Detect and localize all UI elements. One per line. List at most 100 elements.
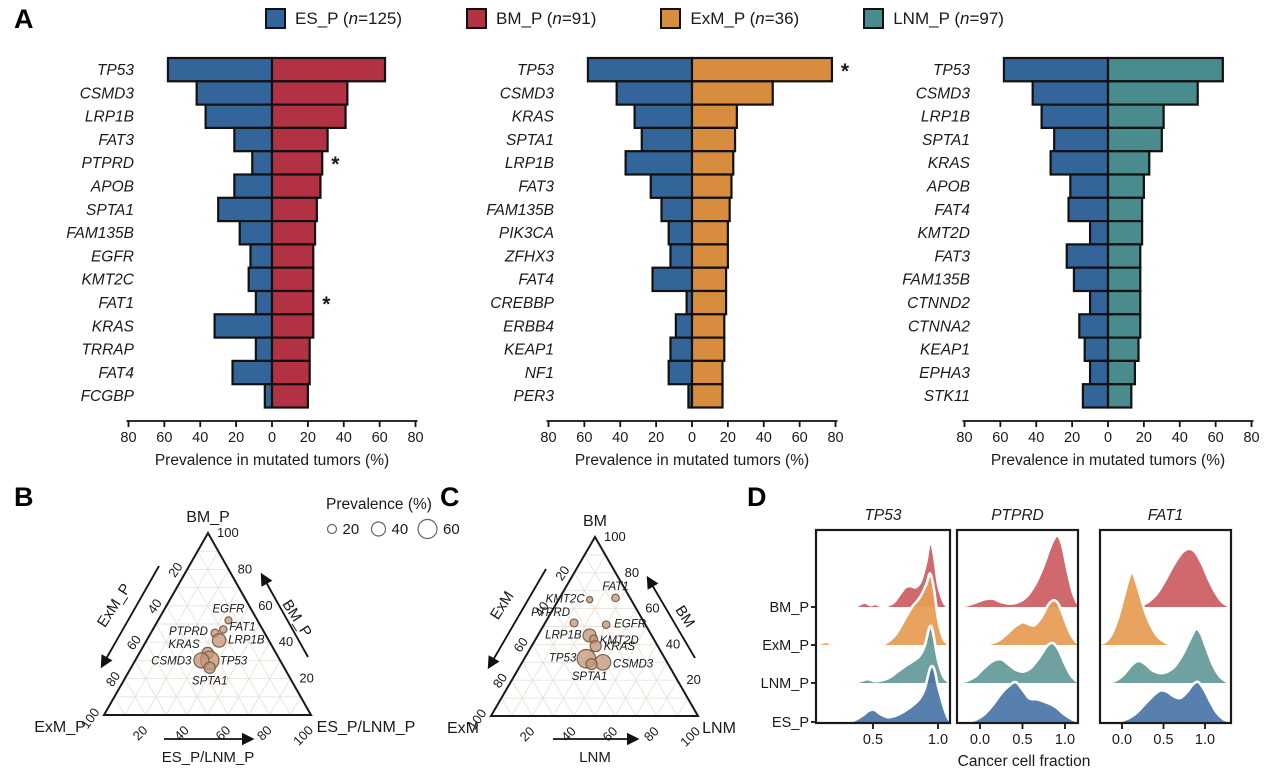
gene-label-KMT2C: KMT2C <box>81 272 134 289</box>
gene-label-KRAS: KRAS <box>928 155 971 172</box>
ridge-outline-TP53-LNM_P <box>817 624 950 685</box>
ternary-plot-b: 20 20 20 40 40 40 60 60 60 80 80 80 100 100 100 ExM_P BM… <box>0 478 450 776</box>
tick-bottom-60: 60 <box>599 724 620 745</box>
x-tick-label: 40 <box>336 430 352 446</box>
gene-label-FAT4: FAT4 <box>518 272 554 289</box>
gene-label-PER3: PER3 <box>514 388 555 405</box>
tick-left-60: 60 <box>510 635 531 655</box>
tick-right-60: 60 <box>258 598 272 613</box>
vertex-label-left: ExM <box>447 720 479 737</box>
x-tick-label: 80 <box>540 430 556 446</box>
ternary-gridline <box>656 679 678 717</box>
ternary-point-label-KRAS: KRAS <box>604 641 636 653</box>
gene-label-CREBBP: CREBBP <box>490 295 554 312</box>
ternary-gridline <box>511 679 533 717</box>
tornado-chart-bm: TP53 CSMD3 LRP1B FAT3 PTPRD * APOB SPTA1 FAM135B… <box>12 8 432 483</box>
ternary-point-SPTA1 <box>585 657 598 671</box>
gene-label-SPTA1: SPTA1 <box>86 202 134 219</box>
ternary-triangle <box>489 535 700 717</box>
ridge-panel-border-PTPRD <box>955 528 1080 725</box>
ternary-gridline <box>614 644 658 717</box>
x-tick-label: 60 <box>156 430 172 446</box>
legend-label: ES_P (n=125) <box>295 8 403 28</box>
gene-label-APOB: APOB <box>90 179 134 196</box>
tick-bottom-60: 60 <box>212 723 233 744</box>
x-axis-title: Prevalence in mutated tumors (%) <box>575 452 809 469</box>
size-legend-value-60: 60 <box>443 521 460 538</box>
bar-es-LRP1B <box>204 103 274 129</box>
bar-es-FAT4 <box>231 359 274 386</box>
gene-label-KMT2D: KMT2D <box>917 225 970 242</box>
bar-met-FAT1 <box>270 289 315 316</box>
x-tick-label: 20 <box>720 430 736 446</box>
group-legend: ES_P (n=125) BM_P (n=91) ExM_P (n=36) LNM_P… <box>0 8 1269 29</box>
ternary-point-label-KMT2C: KMT2C <box>546 594 586 606</box>
x-tick-label: 0 <box>688 430 696 446</box>
size-legend-value-40: 40 <box>392 521 409 538</box>
bar-met-EPHA3 <box>1106 359 1137 386</box>
panel-label-a: A <box>14 4 34 34</box>
ridge-panel-title-TP53: TP53 <box>864 507 901 524</box>
tick-left-20: 20 <box>165 560 186 580</box>
ternary-gridline <box>521 662 554 717</box>
ternary-point-label-EGFR: EGFR <box>614 619 646 631</box>
ridge-outline-FAT1-BM_P <box>1131 547 1231 609</box>
bar-met-FAT4 <box>690 266 728 293</box>
bar-es-KEAP1 <box>1083 336 1110 363</box>
tick-bottom-100: 100 <box>290 723 316 749</box>
ternary-gridline <box>248 660 281 716</box>
ridge-fill-FAT1-LNM_P <box>1107 628 1231 683</box>
ternary-point-label-SPTA1: SPTA1 <box>192 676 228 688</box>
bar-es-KEAP1 <box>669 336 694 363</box>
x-tick-label: 80 <box>407 430 423 446</box>
ridge-outline-TP53-ES_P <box>846 664 950 723</box>
gene-label-FAM135B: FAM135B <box>902 272 970 289</box>
ridge-outline-TP53-ExM_P <box>817 572 950 647</box>
significance-star-TP53: * <box>841 60 850 83</box>
gene-label-FAM135B: FAM135B <box>66 225 134 242</box>
axis-arrow-left <box>100 565 160 669</box>
tick-right-40: 40 <box>279 634 293 649</box>
bar-es-CTNNA2 <box>1078 313 1110 339</box>
axis-arrow-label-left: ExM <box>487 588 518 622</box>
bar-met-KRAS <box>270 313 315 339</box>
ridge-outline-PTPRD-ExM_P <box>981 598 1078 647</box>
bar-met-TP53 <box>270 56 387 83</box>
bar-es-KMT2C <box>247 266 274 293</box>
bar-met-CSMD3 <box>690 80 774 106</box>
ridge-x-tick-label: 0.0 <box>1112 732 1132 748</box>
ridge-x-tick-label: 1.0 <box>1055 732 1075 748</box>
ridge-panel-border-TP53 <box>814 528 952 725</box>
ridge-fill-PTPRD-BM_P <box>958 535 1078 607</box>
legend-label: BM_P (n=91) <box>496 8 597 28</box>
gene-label-NF1: NF1 <box>525 365 554 382</box>
panel-label-d: D <box>747 482 767 512</box>
bar-es-KMT2D <box>1088 220 1110 246</box>
bar-es-KRAS <box>1049 150 1110 176</box>
ternary-gridline <box>584 554 678 717</box>
ridge-fill-FAT1-ExM_P <box>1100 572 1179 645</box>
bar-es-CSMD3 <box>195 80 274 106</box>
bar-es-FAT1 <box>254 289 274 316</box>
axis-arrow-label-bottom: LNM <box>579 749 611 766</box>
gene-label-LRP1B: LRP1B <box>505 155 554 172</box>
bar-met-LRP1B <box>690 150 735 176</box>
gene-label-FAT3: FAT3 <box>934 248 970 265</box>
bar-met-PER3 <box>690 383 724 409</box>
bar-met-CREBBP <box>690 289 728 316</box>
gene-label-FAT4: FAT4 <box>98 365 134 382</box>
vertex-label-right: LNM <box>702 720 736 737</box>
ternary-point-EGFR <box>601 620 611 630</box>
ternary-point-label-CSMD3: CSMD3 <box>613 658 654 670</box>
legend-swatch-bm_p <box>466 8 488 29</box>
gene-label-FAT4: FAT4 <box>934 202 970 219</box>
ridge-group-FAT1 <box>1100 547 1231 723</box>
vertex-label-top: BM_P <box>186 509 230 526</box>
tick-right-40: 40 <box>666 636 680 651</box>
bar-es-FAM135B <box>660 196 694 223</box>
legend-label: LNM_P (n=97) <box>893 8 1004 28</box>
ridge-x-axis-title: Cancer cell fraction <box>958 753 1091 770</box>
vertex-label-top: BM <box>583 513 607 530</box>
